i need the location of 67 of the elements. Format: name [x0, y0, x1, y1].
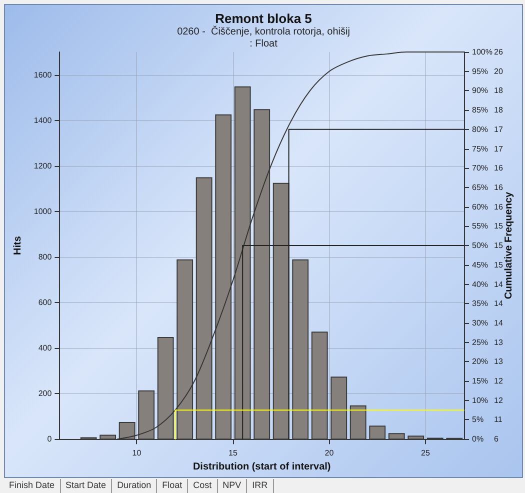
text: NPV — [218, 479, 248, 493]
y2-tick-label: 5% — [472, 415, 484, 424]
y2-tick-label: 80% — [472, 124, 488, 134]
category-label: 14 — [494, 299, 503, 308]
y2-tick-label: 0% — [472, 434, 484, 444]
text: Cost — [188, 479, 218, 493]
y-tick-label: 1400 — [34, 116, 52, 125]
y2-tick-label: 100% — [472, 48, 492, 56]
category-label: 17 — [494, 144, 503, 154]
y2-tick-label: 20% — [472, 357, 488, 366]
category-label: 12 — [494, 376, 503, 386]
y2-tick-label: 90% — [472, 86, 488, 96]
text: Float — [157, 479, 188, 493]
category-label: 15 — [494, 260, 503, 270]
y2-tick-label: 40% — [472, 280, 488, 289]
y-tick-label: 0 — [47, 434, 52, 444]
y-tick-label: 1000 — [34, 206, 52, 216]
category-label: 12 — [494, 396, 503, 405]
y-tick-label: 1200 — [34, 161, 52, 170]
y2-tick-label: 65% — [472, 182, 488, 192]
y2-tick-label: 45% — [472, 260, 488, 270]
y-axis-title: Hits — [12, 236, 24, 256]
chart-subtitle: 0260 - Čiščenje, kontrola rotorja, ohišij : Float — [177, 26, 350, 50]
category-label: 11 — [494, 415, 502, 424]
category-label: 20 — [494, 66, 503, 76]
category-label: 16 — [494, 164, 503, 173]
category-label: 16 — [494, 182, 503, 192]
category-label: 17 — [494, 124, 503, 134]
category-label: 15 — [494, 241, 503, 250]
x-tick-label: 10 — [132, 448, 142, 458]
text: Start Date — [60, 479, 112, 493]
text: Finish Date — [4, 479, 61, 493]
category-label: 26 — [494, 48, 503, 56]
category-label: 18 — [494, 106, 503, 115]
y2-tick-label: 10% — [472, 396, 488, 405]
y-tick-label: 400 — [38, 344, 52, 353]
y2-tick-label: 85% — [472, 106, 488, 115]
chart-title: Remont bloka 5 — [215, 11, 312, 26]
y-tick-label: 600 — [38, 298, 52, 307]
x-axis-title: Distribution (start of interval) — [192, 462, 331, 472]
text: IRR — [247, 479, 274, 493]
y2-tick-label: 30% — [472, 318, 488, 328]
y2-tick-label: 75% — [472, 144, 488, 154]
y-tick-label: 1600 — [34, 70, 52, 80]
x-tick-label: 15 — [228, 448, 238, 458]
category-label: 15 — [494, 222, 503, 231]
x-tick-label: 20 — [324, 448, 334, 458]
category-label: 13 — [494, 357, 503, 366]
y2-tick-label: 70% — [472, 164, 488, 173]
category-label: 14 — [494, 280, 503, 289]
y2-tick-label: 25% — [472, 338, 488, 347]
y2-tick-label: 95% — [472, 66, 488, 76]
y-tick-label: 200 — [38, 389, 52, 398]
text: Duration — [112, 479, 158, 493]
category-label: 6 — [494, 434, 498, 444]
x-tick-label: 25 — [421, 448, 430, 458]
y-tick-label: 800 — [38, 252, 52, 262]
y2-tick-label: 50% — [472, 241, 488, 250]
category-label: 14 — [494, 318, 503, 328]
y2-tick-label: 55% — [472, 222, 488, 231]
y2-tick-label: 60% — [472, 202, 488, 212]
y2-tick-label: 35% — [472, 299, 488, 308]
category-label: 13 — [494, 338, 503, 347]
y2-tick-label: 15% — [472, 376, 488, 386]
category-label: 16 — [494, 202, 503, 212]
y2-axis-title: Cumulative Frequency — [504, 191, 514, 300]
category-label: 18 — [494, 86, 503, 96]
